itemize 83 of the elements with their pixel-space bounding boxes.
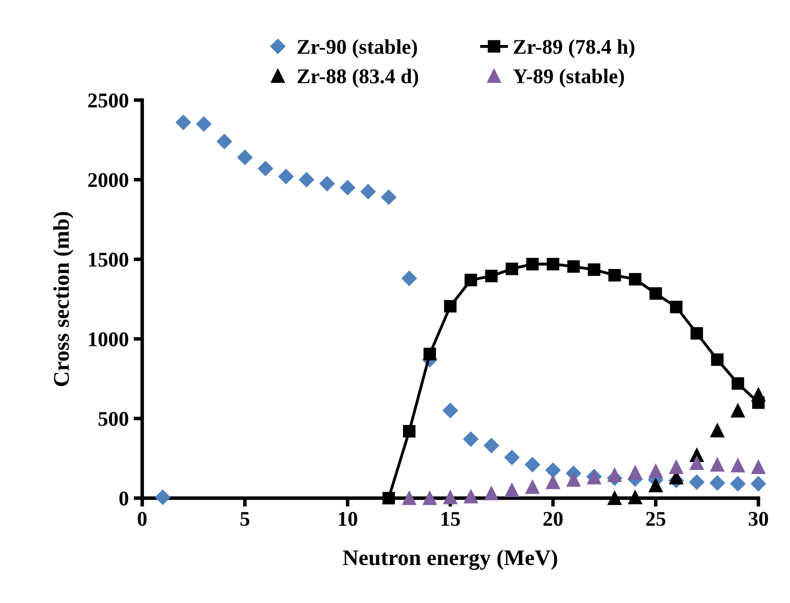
- point: [751, 388, 766, 402]
- x-tick-label: 0: [138, 512, 147, 526]
- point: [690, 456, 704, 470]
- point: [608, 268, 621, 282]
- x-tick-label: 5: [240, 512, 250, 526]
- point: [506, 262, 518, 276]
- point: [484, 486, 498, 500]
- point: [690, 327, 704, 340]
- point: [278, 168, 294, 184]
- x-tick-label: 15: [442, 512, 460, 526]
- point: [319, 176, 335, 192]
- point: [588, 263, 600, 276]
- x-tick-label: 25: [646, 512, 666, 526]
- point: [381, 190, 396, 205]
- point: [608, 491, 622, 506]
- point: [566, 472, 580, 487]
- legend-label: Zr-89 (78.4 h): [514, 39, 634, 58]
- point: [526, 480, 540, 494]
- point: [628, 466, 642, 480]
- point: [546, 475, 560, 490]
- y-tick-label: 1500: [89, 252, 128, 267]
- point: [710, 423, 724, 438]
- x-axis-title: Neutron energy (MeV): [342, 550, 558, 570]
- point: [524, 457, 540, 472]
- point: [730, 458, 745, 472]
- point: [216, 134, 232, 150]
- point: [670, 300, 682, 314]
- point: [402, 424, 416, 438]
- point: [732, 377, 744, 390]
- y-tick-label: 0: [119, 491, 128, 506]
- point: [730, 404, 745, 418]
- point: [402, 270, 417, 286]
- point: [628, 272, 642, 286]
- legend-label: Zr-88 (83.4 d): [298, 68, 418, 88]
- point: [751, 460, 766, 474]
- point: [360, 184, 376, 200]
- point: [669, 460, 684, 474]
- x-tick-label: 10: [338, 512, 358, 526]
- point: [196, 116, 212, 132]
- point: [422, 491, 437, 506]
- point: [464, 490, 478, 504]
- point: [340, 180, 356, 196]
- point: [464, 274, 478, 286]
- y-tick-label: 500: [98, 412, 128, 426]
- point: [237, 150, 252, 165]
- point: [649, 287, 662, 300]
- y-tick-label: 2500: [88, 93, 128, 108]
- point: [444, 300, 457, 312]
- y-tick-label: 2000: [88, 173, 128, 188]
- point: [730, 476, 746, 492]
- point: [567, 260, 580, 273]
- point: [689, 474, 704, 490]
- point: [424, 348, 436, 360]
- x-tick-label: 20: [543, 512, 563, 526]
- point: [504, 483, 519, 498]
- point: [608, 468, 622, 482]
- point: [628, 490, 642, 504]
- point: [711, 353, 724, 366]
- point: [155, 490, 170, 505]
- point: [545, 462, 561, 478]
- point: [176, 114, 191, 130]
- point: [504, 450, 520, 466]
- point: [750, 476, 766, 492]
- point: [710, 475, 725, 491]
- x-tick-label: 30: [748, 512, 768, 526]
- point: [546, 258, 560, 270]
- point: [382, 492, 395, 504]
- point: [484, 438, 499, 454]
- point: [443, 490, 458, 504]
- legend-label: Y-89 (stable): [513, 68, 624, 88]
- point: [485, 270, 498, 282]
- point: [442, 402, 458, 418]
- point: [648, 478, 663, 492]
- point: [710, 458, 724, 472]
- legend-label: Zr-90 (stable): [298, 39, 417, 58]
- y-tick-label: 1000: [89, 332, 128, 346]
- point: [648, 464, 663, 478]
- point: [526, 258, 539, 270]
- point: [463, 432, 478, 447]
- point: [258, 160, 274, 176]
- point: [402, 491, 416, 506]
- point: [298, 172, 314, 188]
- y-axis-title: Cross section (mb): [53, 212, 74, 386]
